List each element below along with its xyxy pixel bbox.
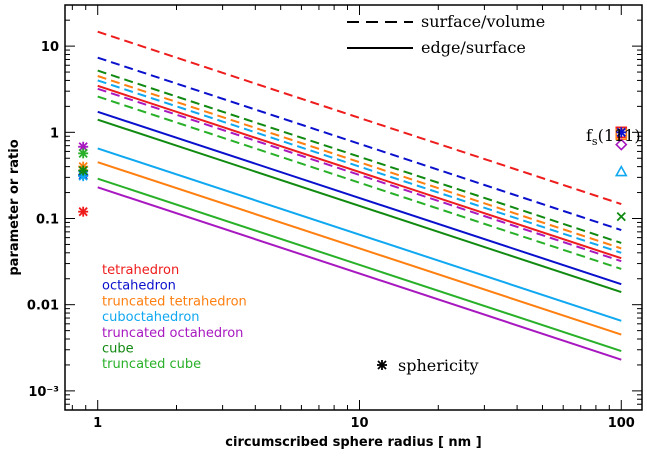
fs111-point-octahedron xyxy=(616,127,627,138)
x-tick-label: 100 xyxy=(608,416,635,431)
surface-volume-line-octahedron xyxy=(97,56,622,231)
data-markers xyxy=(78,126,628,370)
legend-sphericity-marker xyxy=(377,360,387,370)
edge-surface-line-cube xyxy=(97,118,622,294)
series-lines xyxy=(97,30,622,361)
sphericity-point-cube xyxy=(78,165,89,176)
y-tick-label: 0.01 xyxy=(27,299,59,314)
legend-shape-cube: cube xyxy=(102,342,134,357)
legends: surface/volume edge/surface fs(111) tetrahe… xyxy=(102,12,641,375)
legend-shape-octahedron: octahedron xyxy=(102,279,176,294)
x-axis-label: circumscribed sphere radius [ nm ] xyxy=(225,435,481,450)
edge-surface-line-octahedron xyxy=(97,110,622,286)
surface-volume-line-cube xyxy=(97,69,622,244)
y-tick-label: 10 xyxy=(41,40,59,55)
surface-volume-line-truncated-tetrahedron xyxy=(97,75,622,250)
y-tick-label: 10⁻³ xyxy=(28,385,59,400)
x-tick-label: 1 xyxy=(93,416,102,431)
plot-frame xyxy=(64,4,643,411)
legend-label-solid: edge/surface xyxy=(421,38,526,57)
surface-volume-line-truncated-octahedron xyxy=(97,87,622,263)
legend-shape-cuboctahedron: cuboctahedron xyxy=(102,310,200,325)
y-tick-label: 0.1 xyxy=(36,213,59,228)
edge-surface-line-cuboctahedron xyxy=(97,147,622,322)
fs111-point-cube xyxy=(616,212,626,222)
axis-ticks xyxy=(65,4,642,411)
y-axis-label: parameter or ratio xyxy=(7,139,22,275)
surface-volume-line-cuboctahedron xyxy=(97,79,622,254)
axis-tick-labels: 1 10 100 10⁻³ 0.01 0.1 1 10 xyxy=(27,40,635,431)
legend-shape-truncated-octahedron: truncated octahedron xyxy=(102,326,243,341)
fs111-point-truncated-octahedron xyxy=(615,138,628,151)
edge-surface-line-truncated-tetrahedron xyxy=(97,161,622,336)
surface-volume-line-tetrahedron xyxy=(97,30,622,206)
legend-sphericity-label: sphericity xyxy=(398,356,479,375)
x-tick-label: 10 xyxy=(350,416,368,431)
edge-surface-line-truncated-octahedron xyxy=(97,186,622,361)
legend-shape-truncated-cube: truncated cube xyxy=(102,357,201,372)
fs111-label: fs(111) xyxy=(586,126,641,148)
surface-volume-line-truncated-cube xyxy=(97,95,622,270)
legend-label-dashed: surface/volume xyxy=(421,12,545,31)
legend-shape-tetrahedron: tetrahedron xyxy=(102,263,179,278)
fs111-point-cuboctahedron xyxy=(614,164,628,177)
sphericity-point-tetrahedron xyxy=(78,206,89,217)
legend-shape-truncated-tetrahedron: truncated tetrahedron xyxy=(102,294,247,309)
y-tick-label: 1 xyxy=(50,126,59,141)
edge-surface-line-truncated-cube xyxy=(97,177,622,352)
sphericity-point-truncated-cube xyxy=(78,148,89,159)
edge-surface-line-tetrahedron xyxy=(97,84,622,260)
